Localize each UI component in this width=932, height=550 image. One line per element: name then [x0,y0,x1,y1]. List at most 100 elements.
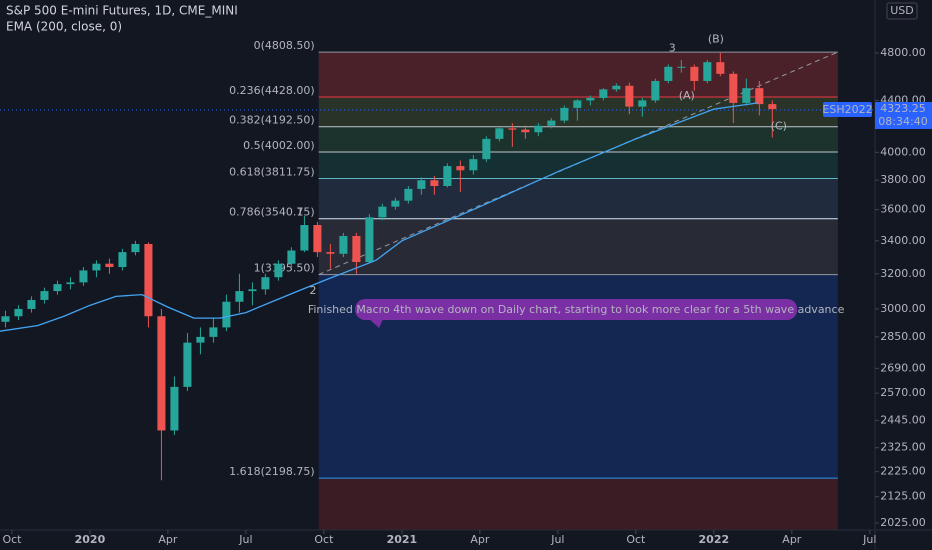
candle-body [313,225,322,253]
candle-body [573,100,582,108]
candle-body [235,291,244,302]
y-tick-label: 2325.00 [880,441,926,454]
candle-body [391,200,400,207]
candle-body [638,100,647,107]
candle-body [430,180,439,186]
currency-badge[interactable] [886,2,918,20]
indicator-label: EMA (200, close, 0) [6,20,122,34]
candle-body [586,97,595,101]
candle-body [248,289,257,292]
candle-body [482,138,491,160]
fib-label: 0.236(4428.00) [229,84,315,97]
x-tick-label: Apr [782,533,802,546]
candle-body [131,244,140,253]
candle-body [534,125,543,133]
y-tick-label: 2225.00 [880,465,926,478]
fib-zone [318,478,838,530]
candle-body [625,85,634,107]
candle-body [14,308,23,317]
candle-body [703,62,712,81]
candle-body [105,263,114,268]
candle-body [326,252,335,254]
candle-body [274,263,283,278]
x-tick-label: Jul [238,533,252,546]
y-tick-label: 3600.00 [880,203,926,216]
ema-line [0,102,759,332]
candle-body [599,89,608,98]
candle-body [729,73,738,103]
y-tick-label: 2690.00 [880,361,926,374]
y-tick-label: 2025.00 [880,516,926,529]
x-tick-label: 2020 [75,533,106,546]
y-tick-label: 4800.00 [880,46,926,59]
candle-body [378,206,387,218]
wave-label: (A) [679,89,695,102]
fib-label: 0(4808.50) [254,39,315,52]
price-tag [875,101,932,129]
candle-body [144,244,153,317]
y-tick-label: 3000.00 [880,302,926,315]
candle-body [547,120,556,126]
fib-zone [318,126,838,153]
y-tick-label: 2570.00 [880,386,926,399]
y-tick-label: 3200.00 [880,267,926,280]
price-tag-countdown: 08:34:40 [878,115,927,128]
fib-label: 1(3195.50) [254,262,315,275]
wave-label: 1 [296,206,303,219]
candle-body [287,250,296,264]
fib-label: 0.786(3540.75) [229,206,315,219]
symbol-tag-text: ESH2022 [822,103,872,116]
candle-body [196,336,205,343]
candle-body [300,225,309,251]
x-tick-label: Oct [2,533,22,546]
x-tick-label: Jul [862,533,876,546]
candle-body [261,277,270,290]
candle-body [768,104,777,110]
candle-body [157,316,166,431]
y-tick-label: 2850.00 [880,330,926,343]
wave-label: 2 [309,284,316,297]
candle-body [495,128,504,139]
candle-body [53,284,62,292]
candle-body [66,282,75,285]
candle-body [443,166,452,186]
x-tick-label: Oct [314,533,334,546]
annotation-pointer [369,318,384,328]
chart-title: S&P 500 E-mini Futures, 1D, CME_MINI [6,4,238,18]
candle-body [40,291,49,300]
candle-body [755,88,764,105]
candle-body [404,188,413,201]
candle-body [560,107,569,121]
candle-body [417,180,426,189]
currency[interactable]: USD [890,4,914,17]
candle-body [339,236,348,254]
fib-label: 0.618(3811.75) [229,166,315,179]
fib-zone [318,178,838,219]
wave-label: (B) [708,33,724,46]
x-tick-label: 2021 [387,533,418,546]
price-tag-value: 4323.25 [880,102,926,115]
candle-body [352,236,361,263]
annotation-text: Finished Macro 4th wave down on Daily ch… [308,303,845,316]
candle-body [742,88,751,103]
candle-body [651,80,660,101]
candle-body [222,301,231,328]
fib-zone [318,218,838,275]
candle-body [365,217,374,263]
symbol-tag [823,101,872,117]
candle-body [183,342,192,387]
annotation-bubble [355,298,798,320]
candle-body [456,166,465,171]
y-tick-label: 2445.00 [880,413,926,426]
wave-label: 3 [669,42,676,55]
candle-body [27,299,36,309]
y-tick-label: 3400.00 [880,234,926,247]
y-tick-label: 3800.00 [880,173,926,186]
x-tick-label: Apr [158,533,178,546]
candle-body [1,316,10,322]
candle-body [690,66,699,81]
candle-body [612,85,621,90]
fib-label: 0.382(4192.50) [229,114,315,127]
fib-label: 0.5(4002.00) [243,139,315,152]
